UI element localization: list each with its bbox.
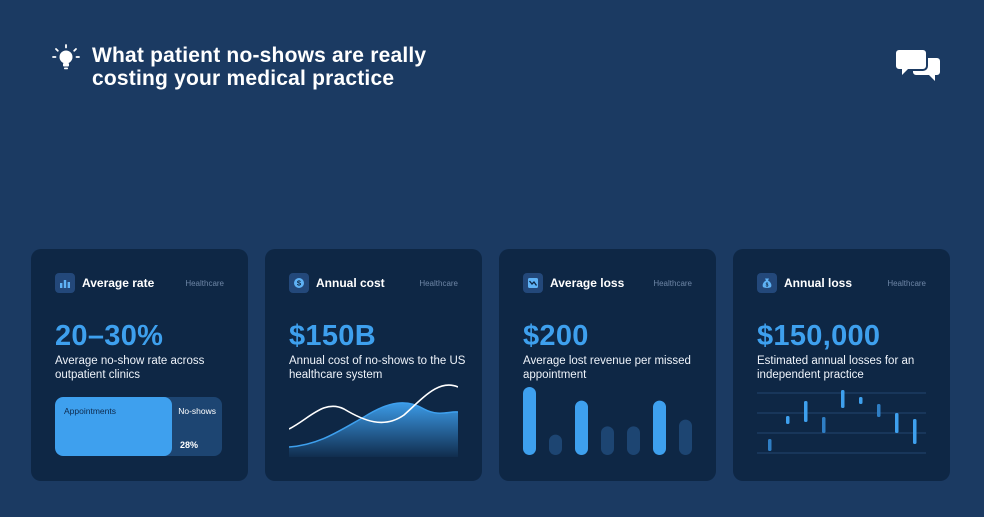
- money-bag-icon: $: [757, 273, 777, 293]
- dollar-icon: $: [289, 273, 309, 293]
- share-bar: Appointments No-shows 28%: [55, 397, 222, 456]
- stat-description: Average lost revenue per missed appointm…: [523, 355, 691, 381]
- card-header: $ Annual cost Healthcare: [289, 273, 458, 293]
- pill-bar: [575, 400, 588, 455]
- pill-bar: [653, 400, 666, 455]
- card-header: Average loss Healthcare: [523, 273, 692, 293]
- card-annual-loss[interactable]: $ Annual loss Healthcare $150,000 Estima…: [733, 249, 950, 481]
- candlestick-chart: [757, 390, 926, 454]
- lightbulb-icon: [52, 44, 80, 70]
- page-title: What patient no-shows are really costing…: [92, 44, 427, 90]
- area-series-line: [289, 402, 458, 448]
- card-title: Annual loss: [784, 276, 853, 290]
- category-tag: Healthcare: [419, 278, 458, 288]
- category-tag: Healthcare: [185, 278, 224, 288]
- svg-text:$: $: [766, 283, 769, 289]
- card-header: $ Annual loss Healthcare: [757, 273, 926, 293]
- header: What patient no-shows are really costing…: [52, 44, 492, 90]
- stat-value: $200: [523, 320, 589, 352]
- card-average-rate[interactable]: Average rate Healthcare 20–30% Average n…: [31, 249, 248, 481]
- stat-value: $150B: [289, 320, 376, 352]
- area-series: [289, 402, 458, 457]
- appointments-label: Appointments: [64, 406, 116, 416]
- stat-value: 20–30%: [55, 320, 164, 352]
- svg-text:$: $: [297, 279, 302, 288]
- card-title: Average rate: [82, 276, 155, 290]
- pill-bar-chart: [523, 387, 692, 455]
- wave-chart: [289, 384, 458, 457]
- stat-description: Average no-show rate across outpatient c…: [55, 355, 205, 381]
- trend-icon: [523, 273, 543, 293]
- card-header: Average rate Healthcare: [55, 273, 224, 293]
- no-shows-label: No-shows: [178, 406, 216, 416]
- pill-bar: [679, 419, 692, 455]
- stats-cards: Average rate Healthcare 20–30% Average n…: [31, 249, 950, 481]
- category-tag: Healthcare: [653, 278, 692, 288]
- line-series: [289, 384, 458, 430]
- chat-bubbles-icon[interactable]: [896, 48, 940, 84]
- card-annual-cost[interactable]: $ Annual cost Healthcare $150B Annual co…: [265, 249, 482, 481]
- pill-bar: [549, 434, 562, 455]
- card-average-loss[interactable]: Average loss Healthcare $200 Average los…: [499, 249, 716, 481]
- card-title: Annual cost: [316, 276, 385, 290]
- stat-description: Annual cost of no-shows to the US health…: [289, 355, 466, 381]
- stat-value: $150,000: [757, 320, 881, 352]
- category-tag: Healthcare: [887, 278, 926, 288]
- no-shows-value: 28%: [179, 440, 198, 450]
- card-title: Average loss: [550, 276, 625, 290]
- pill-bar: [627, 426, 640, 455]
- pill-bar: [601, 426, 614, 455]
- bar-chart-icon: [55, 273, 75, 293]
- appointments-fill: Appointments: [55, 397, 172, 456]
- pill-bar: [523, 387, 536, 455]
- stat-description: Estimated annual losses for an independe…: [757, 355, 915, 381]
